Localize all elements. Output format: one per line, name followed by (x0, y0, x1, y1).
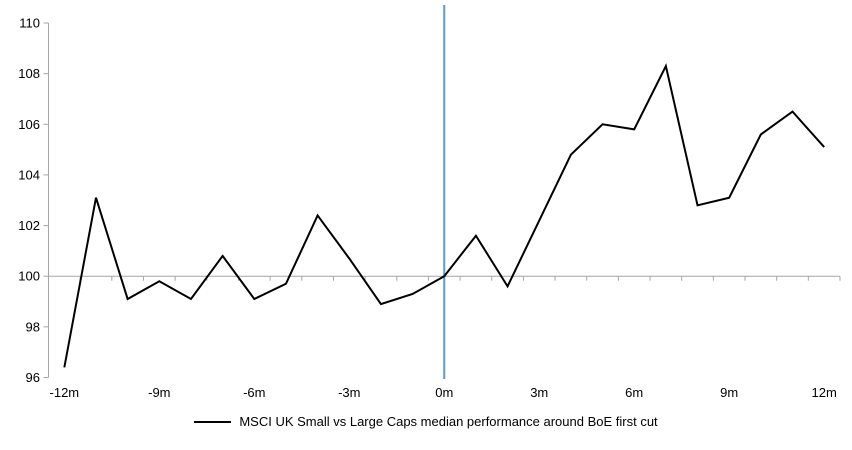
legend-line-sample (194, 420, 232, 423)
y-tick-label: 108 (18, 66, 40, 81)
legend-label: MSCI UK Small vs Large Caps median perfo… (239, 414, 658, 429)
y-tick-label: 110 (19, 16, 40, 31)
x-tick-label: -12m (50, 385, 80, 400)
y-tick-label: 100 (18, 269, 40, 284)
y-tick-label: 102 (18, 218, 40, 233)
y-tick-label: 106 (18, 117, 40, 132)
x-tick-label: 12m (812, 385, 837, 400)
y-tick-label: 96 (26, 370, 40, 385)
x-tick-label: 9m (720, 385, 738, 400)
x-tick-label: -9m (148, 385, 170, 400)
x-tick-label: -3m (338, 385, 360, 400)
legend: MSCI UK Small vs Large Caps median perfo… (0, 414, 852, 429)
x-tick-label: 6m (625, 385, 643, 400)
y-tick-label: 98 (26, 319, 40, 334)
x-tick-label: 3m (530, 385, 548, 400)
y-tick-label: 104 (18, 167, 40, 182)
x-tick-label: -6m (243, 385, 265, 400)
x-tick-label: 0m (435, 385, 453, 400)
series-line (63, 63, 825, 368)
